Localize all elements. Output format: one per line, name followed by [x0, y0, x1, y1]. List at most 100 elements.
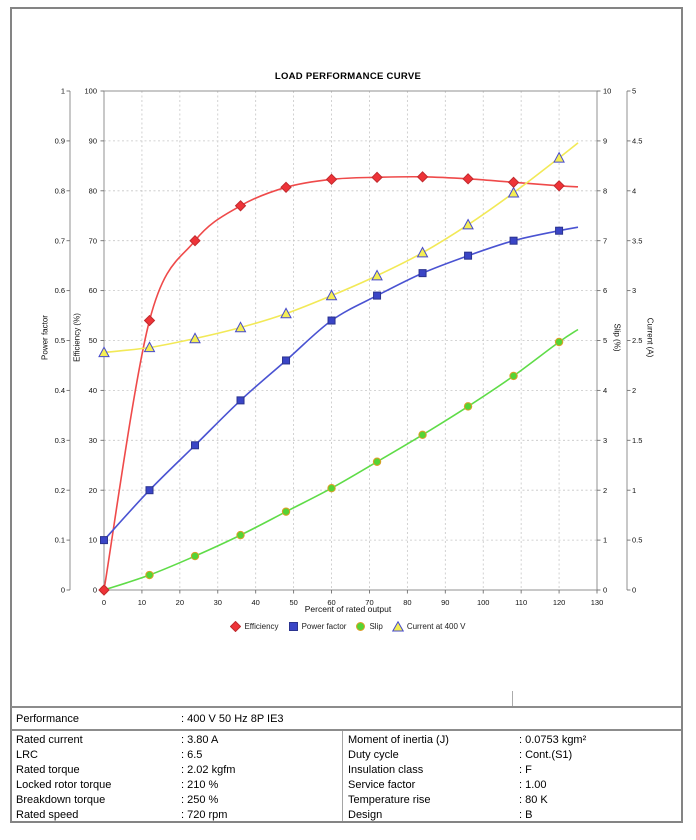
svg-text:9: 9 [603, 137, 607, 146]
svg-text:90: 90 [441, 598, 449, 607]
legend-item-current: Current at 400 V [391, 621, 466, 632]
design-label: Design [348, 809, 383, 821]
svg-text:40: 40 [89, 386, 97, 395]
svg-text:2.5: 2.5 [632, 336, 642, 345]
svg-text:20: 20 [89, 486, 97, 495]
temperature-rise-label: Temperature rise [348, 794, 431, 806]
table-row-performance: Performance : 400 V 50 Hz 8P IE3 [0, 709, 696, 729]
svg-text:130: 130 [591, 598, 604, 607]
legend-item-power-factor: Power factor [288, 621, 346, 632]
svg-text:70: 70 [365, 598, 373, 607]
moment-of-inertia-value: : 0.0753 kgm² [519, 734, 587, 746]
svg-text:1.5: 1.5 [632, 436, 642, 445]
axis-title-current: Current (A) [645, 317, 655, 358]
svg-text:30: 30 [214, 598, 222, 607]
svg-text:4.5: 4.5 [632, 137, 642, 146]
svg-text:0.5: 0.5 [632, 536, 642, 545]
page-border [10, 7, 683, 823]
insulation-class-value: : F [519, 764, 532, 776]
rated-current-value: : 3.80 A [181, 734, 219, 746]
svg-text:80: 80 [403, 598, 411, 607]
svg-text:2: 2 [603, 486, 607, 495]
table-column-divider [342, 731, 343, 821]
table-row: Rated current : 3.80 A Moment of inertia… [0, 733, 696, 748]
table-cell-tick [512, 691, 513, 706]
rated-torque-label: Rated torque [16, 764, 80, 776]
service-factor-value: : 1.00 [519, 779, 547, 791]
design-value: : B [519, 809, 533, 821]
breakdown-torque-value: : 250 % [181, 794, 219, 806]
svg-text:0.2: 0.2 [55, 486, 65, 495]
svg-text:0.7: 0.7 [55, 236, 65, 245]
axis-title-x: Percent of rated output [304, 604, 392, 614]
series-line-efficiency [104, 175, 579, 590]
svg-text:2: 2 [632, 386, 636, 395]
svg-text:30: 30 [89, 436, 97, 445]
axis-ticks-x: 0 10 20 30 40 50 60 70 80 90 100 110 120 130 [102, 590, 603, 607]
legend-item-slip: Slip [355, 621, 383, 632]
legend-label-slip: Slip [369, 622, 383, 631]
axis-ticks-efficiency: 0 10 20 30 40 50 60 70 80 90 100 [84, 87, 104, 595]
svg-text:10: 10 [89, 536, 97, 545]
service-factor-label: Service factor [348, 779, 416, 791]
breakdown-torque-label: Breakdown torque [16, 794, 106, 806]
svg-text:5: 5 [632, 87, 636, 96]
svg-text:1: 1 [632, 486, 636, 495]
chart-legend: Efficiency Power factor Slip Current at … [0, 621, 696, 632]
axis-title-power-factor: Power factor [40, 315, 50, 360]
lrc-value: : 6.5 [181, 749, 203, 761]
svg-text:0: 0 [603, 586, 607, 595]
svg-text:60: 60 [327, 598, 335, 607]
svg-text:120: 120 [553, 598, 566, 607]
svg-text:5: 5 [603, 336, 607, 345]
series-markers-current-at-400-v [98, 151, 565, 358]
performance-value: : 400 V 50 Hz 8P IE3 [181, 713, 284, 725]
svg-text:0.6: 0.6 [55, 286, 65, 295]
rated-speed-label: Rated speed [16, 809, 79, 821]
duty-cycle-value: : Cont.(S1) [519, 749, 573, 761]
rated-speed-value: : 720 rpm [181, 809, 228, 821]
rated-current-label: Rated current [16, 734, 83, 746]
table-row: Rated torque : 2.02 kgfm Insulation clas… [0, 763, 696, 778]
svg-text:90: 90 [89, 137, 97, 146]
rated-torque-value: : 2.02 kgfm [181, 764, 236, 776]
svg-text:4: 4 [632, 186, 636, 195]
duty-cycle-label: Duty cycle [348, 749, 399, 761]
svg-text:0.8: 0.8 [55, 186, 65, 195]
plot-grid [103, 90, 598, 591]
power-factor-square-icon [288, 622, 298, 631]
insulation-class-label: Insulation class [348, 764, 424, 776]
legend-label-efficiency: Efficiency [244, 622, 279, 631]
table-row: Breakdown torque : 250 % Temperature ris… [0, 793, 696, 808]
performance-label: Performance [16, 713, 79, 725]
series-markers-efficiency [98, 171, 565, 596]
legend-label-current: Current at 400 V [406, 622, 466, 631]
axis-ticks-current: 0 0.5 1 1.5 2 2.5 3 3.5 4 4.5 5 [627, 87, 642, 595]
svg-text:0: 0 [93, 586, 97, 595]
svg-text:0.3: 0.3 [55, 436, 65, 445]
locked-rotor-torque-value: : 210 % [181, 779, 219, 791]
axis-ticks-slip: 0 1 2 3 4 5 6 7 8 9 10 [597, 87, 611, 595]
svg-text:3: 3 [603, 436, 607, 445]
svg-text:50: 50 [289, 598, 297, 607]
svg-text:40: 40 [252, 598, 260, 607]
svg-text:80: 80 [89, 186, 97, 195]
svg-text:50: 50 [89, 336, 97, 345]
svg-text:7: 7 [603, 236, 607, 245]
series-line-slip [104, 328, 579, 590]
svg-text:8: 8 [603, 186, 607, 195]
svg-text:110: 110 [515, 598, 527, 607]
table-top-border [11, 706, 681, 708]
svg-text:60: 60 [89, 286, 97, 295]
legend-item-efficiency: Efficiency [230, 621, 279, 632]
svg-text:100: 100 [84, 87, 97, 96]
svg-text:100: 100 [477, 598, 490, 607]
svg-text:3.5: 3.5 [632, 236, 642, 245]
table-header-divider [11, 729, 681, 731]
svg-text:20: 20 [176, 598, 184, 607]
svg-text:0: 0 [102, 598, 106, 607]
moment-of-inertia-label: Moment of inertia (J) [348, 734, 449, 746]
series-markers-slip [99, 337, 564, 595]
axis-title-slip: Slip (%) [612, 323, 622, 352]
